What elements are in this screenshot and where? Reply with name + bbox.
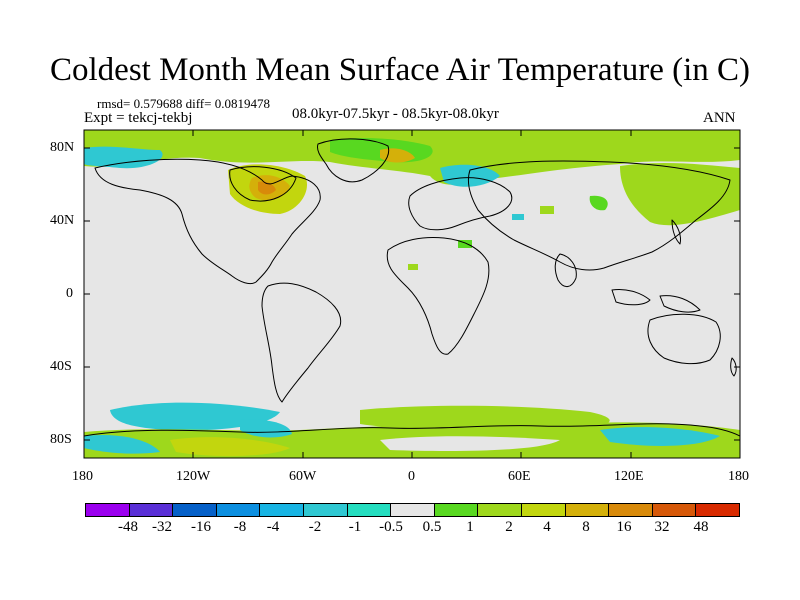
anomaly-region bbox=[380, 436, 560, 451]
colorbar-label: -32 bbox=[152, 519, 172, 535]
colorbar-label: 4 bbox=[543, 519, 551, 535]
colorbar-label: 32 bbox=[654, 519, 670, 535]
colorbar-box bbox=[521, 503, 566, 517]
colorbar-label: 2 bbox=[505, 519, 513, 535]
anomaly-region bbox=[512, 214, 524, 220]
colorbar-box bbox=[173, 503, 217, 517]
colorbar-box bbox=[565, 503, 610, 517]
colorbar-box bbox=[391, 503, 435, 517]
anomaly-region bbox=[258, 181, 276, 195]
colorbar-box bbox=[347, 503, 392, 517]
colorbar-box bbox=[85, 503, 130, 517]
x-tick-label: 0 bbox=[408, 469, 415, 484]
x-tick-label: 60W bbox=[289, 469, 317, 484]
x-tick-label: 60E bbox=[508, 469, 531, 484]
colorbar-box bbox=[434, 503, 479, 517]
anomaly-region bbox=[84, 146, 163, 169]
coastlines bbox=[84, 138, 740, 437]
coastline bbox=[229, 166, 297, 202]
y-tick-label: 80N bbox=[50, 140, 75, 155]
coastline bbox=[261, 282, 342, 403]
x-tick-label: 120E bbox=[614, 469, 644, 484]
coastline bbox=[659, 295, 701, 313]
colorbar-box bbox=[652, 503, 697, 517]
colorbar-label: 16 bbox=[616, 519, 632, 535]
coastline bbox=[408, 177, 513, 231]
anomaly-region bbox=[240, 419, 292, 438]
anomaly-region bbox=[440, 164, 500, 187]
colorbar-box bbox=[478, 503, 522, 517]
y-tick-label: 80S bbox=[50, 432, 72, 447]
coastline bbox=[467, 160, 731, 271]
colorbar-label: -1 bbox=[348, 519, 362, 535]
coastline bbox=[84, 423, 740, 437]
coastline bbox=[94, 158, 321, 285]
colorbar-label: -2 bbox=[308, 519, 322, 535]
colorbar-label: -0.5 bbox=[379, 519, 403, 535]
rmsd-diff-stat: rmsd= 0.579688 diff= 0.0819478 bbox=[97, 96, 270, 111]
x-tick-label: 120W bbox=[176, 469, 211, 484]
coastline bbox=[647, 313, 721, 365]
x-tick-label: 180 bbox=[728, 469, 749, 484]
colorbar-box bbox=[696, 503, 740, 517]
colorbar-box bbox=[609, 503, 653, 517]
colorbar-box bbox=[260, 503, 304, 517]
x-tick-label: 180 bbox=[72, 469, 93, 484]
colorbar-label: 0.5 bbox=[422, 519, 442, 535]
y-tick-label: 0 bbox=[66, 286, 73, 301]
colorbar-label: -8 bbox=[233, 519, 247, 535]
colorbar-label: 48 bbox=[693, 519, 709, 535]
season-label: ANN bbox=[703, 110, 736, 126]
anomaly-region bbox=[600, 427, 720, 446]
coastline bbox=[317, 138, 390, 183]
colorbar bbox=[85, 503, 740, 517]
coastline bbox=[730, 357, 737, 377]
map-title: Coldest Month Mean Surface Air Temperatu… bbox=[50, 52, 750, 88]
colorbar-label: -16 bbox=[191, 519, 211, 535]
coastline bbox=[611, 289, 651, 306]
axis-ticks bbox=[83, 130, 741, 458]
colorbar-label: -48 bbox=[118, 519, 138, 535]
y-tick-label: 40S bbox=[50, 359, 72, 374]
period-label: 08.0kyr-07.5kyr - 08.5kyr-08.0kyr bbox=[292, 106, 499, 122]
anomaly-region bbox=[540, 206, 554, 214]
coastline bbox=[554, 253, 577, 287]
colorbar-label: 8 bbox=[582, 519, 590, 535]
y-tick-label: 40N bbox=[50, 213, 75, 228]
colorbar-label: -4 bbox=[266, 519, 280, 535]
coastline bbox=[386, 237, 490, 355]
anomaly-region bbox=[589, 195, 608, 211]
anomaly-region bbox=[110, 402, 280, 431]
colorbar-box bbox=[303, 503, 348, 517]
colorbar-label: 1 bbox=[466, 519, 474, 535]
experiment-label: Expt = tekcj-tekbj bbox=[84, 110, 193, 126]
colorbar-box bbox=[129, 503, 174, 517]
anomaly-region bbox=[170, 437, 290, 457]
coastline bbox=[671, 219, 681, 245]
anomaly-region bbox=[408, 264, 418, 270]
colorbar-box bbox=[216, 503, 261, 517]
anomaly-region bbox=[84, 434, 160, 454]
